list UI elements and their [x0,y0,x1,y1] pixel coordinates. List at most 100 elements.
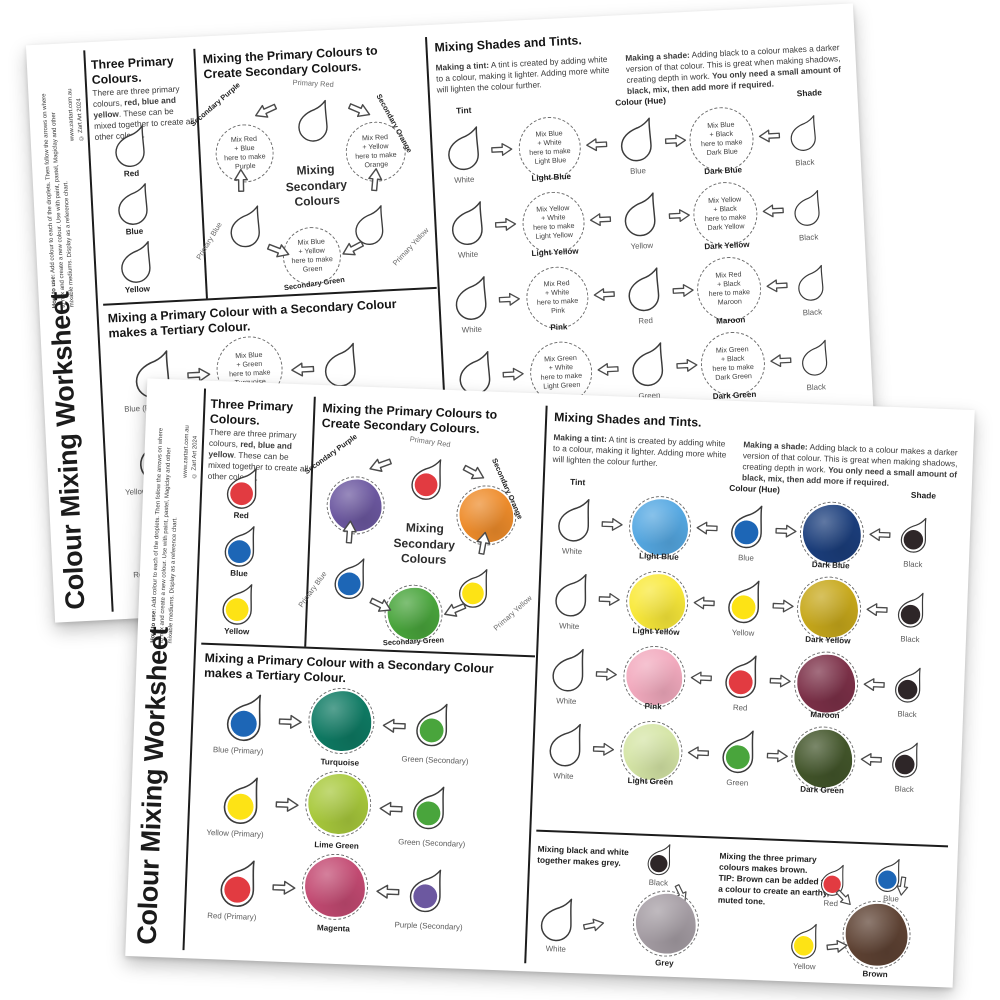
mix-circle-magenta [300,852,370,922]
arrow-icon [825,938,848,954]
tertiary-result-label: Magenta [316,923,351,934]
paint-blob [307,772,370,836]
droplet-red [220,465,264,511]
arrow-icon [265,239,293,262]
arrow-icon [366,454,394,477]
arrow-icon [690,670,713,685]
droplet-primary-red [291,98,335,144]
droplet-green [716,727,762,775]
droplet-black [792,263,830,303]
droplet-yellow [617,190,663,238]
tertiary-source-label: Purple (Secondary) [394,920,463,932]
arrow-icon [460,460,489,485]
arrow-icon [582,916,606,934]
arrow-icon [769,353,792,368]
droplet-yellow [114,239,158,285]
arrow-icon [598,592,621,607]
tertiary-source-label: Green (Secondary) [398,837,466,849]
arrow-icon [766,278,789,293]
arrow-icon [585,137,608,152]
arrow-icon [863,677,886,692]
droplet-blue [870,856,905,893]
arrow-icon [502,367,525,382]
droplet-black [889,665,926,704]
arrow-icon [595,667,618,682]
arrow-icon [597,362,620,377]
tertiary-result-label: Lime Green [314,840,360,851]
droplet-white [444,199,490,247]
droplet-black [788,188,826,228]
droplet-primary-blue [328,555,372,601]
arrow-icon [278,714,303,731]
droplet-white [534,896,580,944]
arrow-icon [593,287,616,302]
arrow-icon [233,168,249,192]
arrow-icon [490,142,513,157]
arrow-icon [186,366,211,383]
arrow-icon [696,520,719,535]
arrow-icon [498,292,521,307]
droplet-blue [218,523,262,569]
droplet-red [816,862,849,897]
droplet-black [643,842,676,877]
arrow-icon [494,217,517,232]
droplet-primary-blue [223,203,267,249]
arrow-icon [866,602,889,617]
droplet-green [625,340,671,388]
droplet-white [546,646,592,694]
droplet-white [549,571,595,619]
arrow-icon [762,203,785,218]
droplet-white [448,274,494,322]
arrow-icon [693,595,716,610]
tertiary-result-label: Turquoise [320,757,360,768]
arrow-icon [775,524,798,539]
arrow-icon [668,208,691,223]
shade-tint-rows: Mix Blue + White here to make Light Blue… [26,3,882,622]
arrow-icon [592,742,615,757]
droplet-red [213,857,263,909]
primary-droplets: Red Blue Yellow [26,3,882,622]
tertiary-source-label: Red (Primary) [207,911,257,922]
arrow-icon [251,99,279,123]
droplet-black [796,338,834,378]
arrow-icon [367,593,395,618]
droplet-green [409,701,455,749]
arrow-icon [664,133,687,148]
droplet-yellow [721,578,767,626]
arrow-icon [672,283,695,298]
arrow-icon [769,673,792,688]
arrow-icon [766,748,789,763]
droplet-red [719,653,765,701]
arrow-icon [869,527,892,542]
arrow-icon [341,519,358,544]
arrow-icon [376,883,401,900]
worksheet-page-front: How to use: Add colour to each of the dr… [125,378,975,988]
tertiary-source-label: Yellow (Primary) [206,827,264,840]
arrow-icon [895,875,911,897]
droplet-purple [403,867,449,915]
droplet-blue [111,181,155,227]
droplet-black [892,590,929,629]
tertiary-rows: Mix Blue + Green here to make Turquoise B… [125,378,975,987]
arrow-icon [275,797,300,814]
paint-blob [303,855,367,919]
droplet-white [551,496,597,544]
arrow-icon [601,517,624,532]
arrow-icon [366,167,384,192]
droplet-blue [724,503,770,551]
arrow-icon [441,598,469,622]
arrow-icon [379,801,404,818]
droplet-white [543,721,589,769]
shade-tint-rows: Mix Blue + White here to make Light Blue… [125,378,975,987]
droplet-primary-red [405,456,449,502]
mix-circle-turquoise: Mix Blue + Green here to make Turquoise [307,686,376,756]
arrow-icon [860,752,883,767]
arrow-icon [382,718,407,735]
arrow-icon [687,745,710,760]
arrow-icon [772,598,795,613]
arrow-icon [346,98,374,122]
arrow-icon [474,530,494,556]
droplet-yellow [786,921,823,960]
grey-explainer: Mixing black and white together makes gr… [537,843,629,868]
